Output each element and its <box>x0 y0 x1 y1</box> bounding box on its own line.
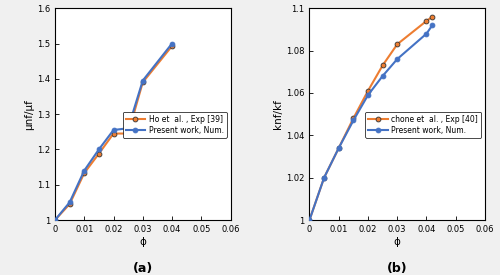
Present work, Num. <box>140 79 146 82</box>
Present work, Num. <box>306 218 312 222</box>
Present work, Num. <box>430 24 436 27</box>
chone et  al. , Exp [40] <box>394 43 400 46</box>
chone et  al. , Exp [40] <box>306 218 312 222</box>
chone et  al. , Exp [40] <box>365 89 371 92</box>
Y-axis label: μnf/μf: μnf/μf <box>24 99 34 130</box>
Text: (b): (b) <box>387 262 407 275</box>
Ho et  al. , Exp [39] <box>82 171 87 175</box>
Ho et  al. , Exp [39] <box>169 44 175 48</box>
Present work, Num. <box>52 218 58 222</box>
Ho et  al. , Exp [39] <box>110 132 116 135</box>
Present work, Num. <box>66 201 72 204</box>
chone et  al. , Exp [40] <box>336 146 342 150</box>
Present work, Num. <box>380 74 386 78</box>
X-axis label: ϕ: ϕ <box>394 237 400 247</box>
Line: Ho et  al. , Exp [39]: Ho et al. , Exp [39] <box>52 43 174 222</box>
chone et  al. , Exp [40] <box>380 64 386 67</box>
Ho et  al. , Exp [39] <box>96 152 102 155</box>
chone et  al. , Exp [40] <box>430 15 436 18</box>
chone et  al. , Exp [40] <box>350 117 356 120</box>
Present work, Num. <box>125 126 131 130</box>
Legend: chone et  al. , Exp [40], Present work, Num.: chone et al. , Exp [40], Present work, N… <box>366 111 481 138</box>
Line: Present work, Num.: Present work, Num. <box>52 41 174 222</box>
chone et  al. , Exp [40] <box>321 176 327 179</box>
Present work, Num. <box>82 169 87 172</box>
Present work, Num. <box>169 42 175 45</box>
Present work, Num. <box>365 94 371 97</box>
Ho et  al. , Exp [39] <box>140 81 146 84</box>
Present work, Num. <box>96 148 102 151</box>
X-axis label: ϕ: ϕ <box>140 237 146 247</box>
Present work, Num. <box>321 176 327 179</box>
Present work, Num. <box>110 128 116 132</box>
Legend: Ho et  al. , Exp [39], Present work, Num.: Ho et al. , Exp [39], Present work, Num. <box>122 111 226 138</box>
Ho et  al. , Exp [39] <box>125 132 131 135</box>
chone et  al. , Exp [40] <box>424 19 430 23</box>
Line: Present work, Num.: Present work, Num. <box>307 23 435 222</box>
Text: (a): (a) <box>132 262 153 275</box>
Y-axis label: knf/kf: knf/kf <box>274 99 283 129</box>
Line: chone et  al. , Exp [40]: chone et al. , Exp [40] <box>307 14 435 222</box>
Present work, Num. <box>394 57 400 61</box>
Ho et  al. , Exp [39] <box>66 202 72 206</box>
Ho et  al. , Exp [39] <box>52 218 58 222</box>
Present work, Num. <box>350 119 356 122</box>
Present work, Num. <box>336 146 342 150</box>
Present work, Num. <box>424 32 430 35</box>
